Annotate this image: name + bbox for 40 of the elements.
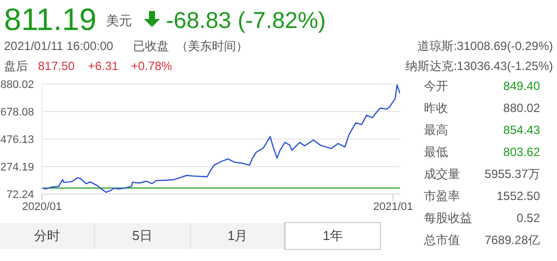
text: 817.50 <box>38 59 75 74</box>
text: 每股收益 <box>424 211 472 226</box>
text: 854.43 <box>503 123 540 138</box>
x-tick-label: 2020/01 <box>22 200 62 213</box>
text: 分时 <box>33 227 62 245</box>
text: +6.31 <box>88 59 118 74</box>
text: 最低 <box>424 145 448 160</box>
text: 5日 <box>94 223 190 249</box>
x-tick-label: 2021/01 <box>373 200 413 213</box>
y-tick-label: 678.08 <box>0 106 34 118</box>
text: 市盈率 <box>424 189 460 204</box>
text: 1年 <box>284 223 380 249</box>
text: 总市值 <box>424 233 460 248</box>
text: 美元 <box>106 13 132 29</box>
text: （美东时间） <box>176 39 248 54</box>
text: 纳斯达克:13036.43(-1.25%) <box>406 59 553 74</box>
text: 道琼斯:31008.69(-0.29%) <box>418 39 553 54</box>
text: 盘后 <box>4 59 28 74</box>
text: 849.40 <box>503 79 540 94</box>
text: 2021/01/11 16:00:00 <box>4 39 114 54</box>
text: 最高 <box>424 123 448 138</box>
y-tick-label: 72.24 <box>6 188 34 201</box>
y-tick-label: 476.13 <box>0 134 34 146</box>
text: 今开 <box>424 79 448 94</box>
text: 1月 <box>190 223 285 249</box>
text: 811.19 <box>4 2 97 38</box>
y-tick-label: 274.19 <box>0 161 34 174</box>
text: 已收盘 <box>133 39 169 54</box>
text: 1552.50 <box>496 189 540 204</box>
text: 昨收 <box>424 101 448 116</box>
text: 5955.37万 <box>484 167 540 182</box>
text: 7689.28亿 <box>484 233 540 248</box>
line-series <box>42 84 400 193</box>
text: 成交量 <box>424 167 460 182</box>
text: -68.83 (-7.82%) <box>166 7 326 34</box>
text: 880.02 <box>503 101 540 116</box>
text: 803.62 <box>503 145 540 160</box>
y-tick-label: 880.02 <box>0 78 34 91</box>
text: 0.52 <box>516 211 540 226</box>
text: +0.78% <box>131 59 172 74</box>
